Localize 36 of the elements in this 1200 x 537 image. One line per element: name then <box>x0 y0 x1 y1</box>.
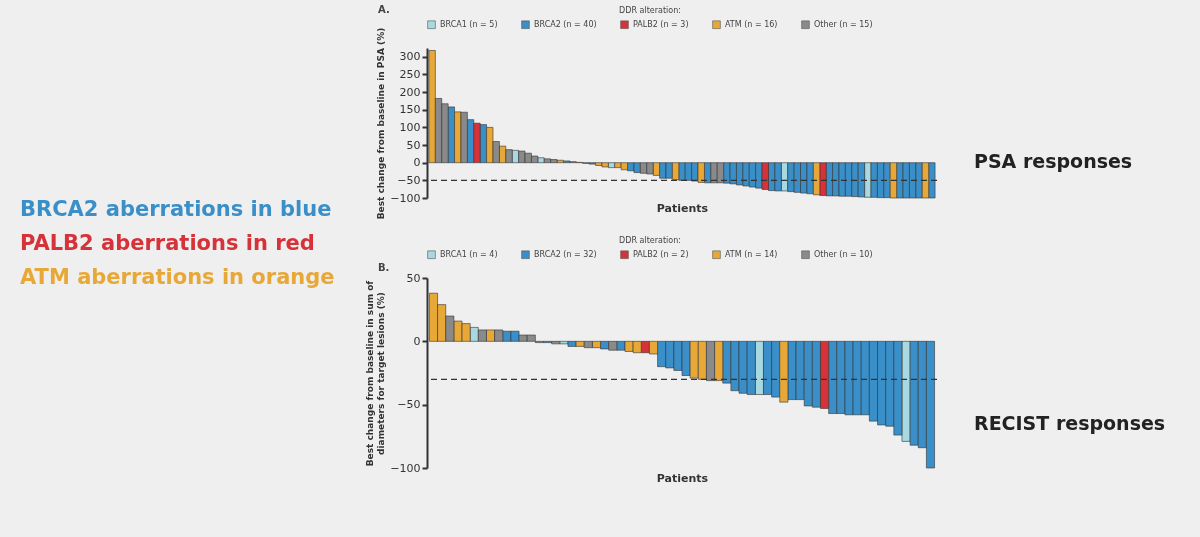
legend-label: PALB2 (n = 3) <box>633 19 689 29</box>
y-axis-title: Best change from baseline in sum of diameters for target lesions (%) <box>365 280 387 467</box>
y-tick-label: 0 <box>413 334 421 348</box>
legend-label: ATM (n = 16) <box>725 19 778 29</box>
x-axis-title: Patients <box>656 471 709 485</box>
y-tick-label: −100 <box>390 191 421 205</box>
y-tick-label: −50 <box>397 173 421 187</box>
legend-label: Other (n = 10) <box>814 249 873 259</box>
legend-label: Other (n = 15) <box>814 19 873 29</box>
legend-title: DDR alteration: <box>619 6 681 15</box>
y-tick-label: 150 <box>399 103 421 117</box>
y-tick-label: −100 <box>390 461 421 475</box>
text: BRCA2 aberrations in blue <box>20 197 332 221</box>
legend-title: DDR alteration: <box>619 236 681 245</box>
text: RECIST responses <box>974 412 1166 434</box>
x-axis-title: Patients <box>656 201 709 215</box>
y-tick-label: 250 <box>399 67 421 81</box>
legend-label: BRCA2 (n = 40) <box>534 19 597 29</box>
y-tick-label: 300 <box>399 50 421 64</box>
legend-label: BRCA1 (n = 5) <box>440 19 498 29</box>
y-tick-label: 0 <box>413 156 421 170</box>
y-tick-label: 100 <box>399 120 421 134</box>
text: PSA responses <box>974 150 1133 172</box>
y-axis-title: Best change from baseline in PSA (%) <box>376 27 387 220</box>
y-tick-label: 50 <box>406 138 421 152</box>
legend-label: ATM (n = 14) <box>725 249 778 259</box>
text: ATM aberrations in orange <box>20 265 335 289</box>
y-tick-label: 200 <box>399 85 421 99</box>
legend-label: BRCA1 (n = 4) <box>440 249 498 259</box>
y-tick-label: 50 <box>406 271 421 285</box>
legend-label: PALB2 (n = 2) <box>633 249 689 259</box>
text: PALB2 aberrations in red <box>20 231 315 255</box>
text: B. <box>378 262 390 273</box>
legend-label: BRCA2 (n = 32) <box>534 249 597 259</box>
y-tick-label: −50 <box>397 398 421 412</box>
text: A. <box>378 4 390 15</box>
